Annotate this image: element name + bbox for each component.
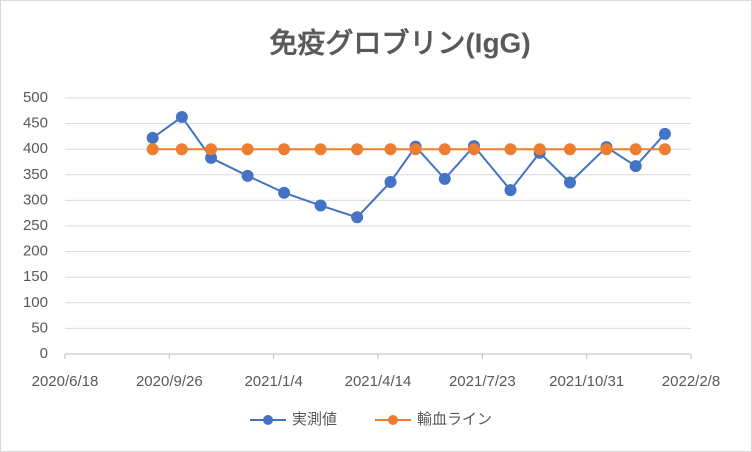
y-tick-label: 350	[23, 166, 48, 183]
x-tick-label: 2020/9/26	[136, 373, 203, 390]
point	[658, 143, 671, 156]
legend-label: 実測値	[292, 411, 337, 428]
point	[146, 131, 159, 144]
y-tick-label: 250	[23, 217, 48, 234]
point	[384, 143, 397, 156]
point	[600, 143, 613, 156]
point	[205, 151, 218, 164]
y-tick-label: 150	[23, 268, 48, 285]
y-tick-label: 500	[23, 89, 48, 106]
point	[504, 143, 517, 156]
point	[205, 143, 218, 156]
point	[241, 169, 254, 182]
point	[384, 175, 397, 188]
point	[146, 143, 159, 156]
x-tick-label: 2021/4/14	[345, 373, 412, 390]
y-tick-label: 450	[23, 115, 48, 132]
point	[629, 160, 642, 173]
y-tick-label: 200	[23, 243, 48, 260]
legend-label: 輸血ライン	[417, 411, 492, 428]
y-tick-label: 100	[23, 294, 48, 311]
y-tick-label: 400	[23, 140, 48, 157]
point	[438, 143, 451, 156]
y-tick-label: 0	[40, 345, 48, 362]
x-tick-label: 2022/2/8	[662, 373, 720, 390]
point	[629, 143, 642, 156]
point	[351, 143, 364, 156]
point	[409, 143, 422, 156]
point	[504, 184, 517, 197]
point	[241, 143, 254, 156]
point	[563, 176, 576, 189]
point	[278, 143, 291, 156]
point	[351, 211, 364, 224]
point	[438, 172, 451, 185]
point	[658, 127, 671, 140]
y-tick-label: 50	[31, 319, 48, 336]
x-tick-label: 2021/7/23	[449, 373, 516, 390]
point	[314, 143, 327, 156]
x-tick-label: 2021/1/4	[244, 373, 302, 390]
x-tick-label: 2020/6/18	[32, 373, 99, 390]
x-tick-label: 2021/10/31	[549, 373, 624, 390]
legend-marker	[263, 415, 273, 425]
point	[314, 199, 327, 212]
point	[278, 186, 291, 199]
point	[563, 143, 576, 156]
chart-title: 免疫グロブリン(IgG)	[269, 26, 530, 58]
point	[175, 143, 188, 156]
point	[175, 110, 188, 123]
point	[467, 143, 480, 156]
legend-marker	[388, 415, 398, 425]
y-tick-label: 300	[23, 191, 48, 208]
point	[533, 143, 546, 156]
